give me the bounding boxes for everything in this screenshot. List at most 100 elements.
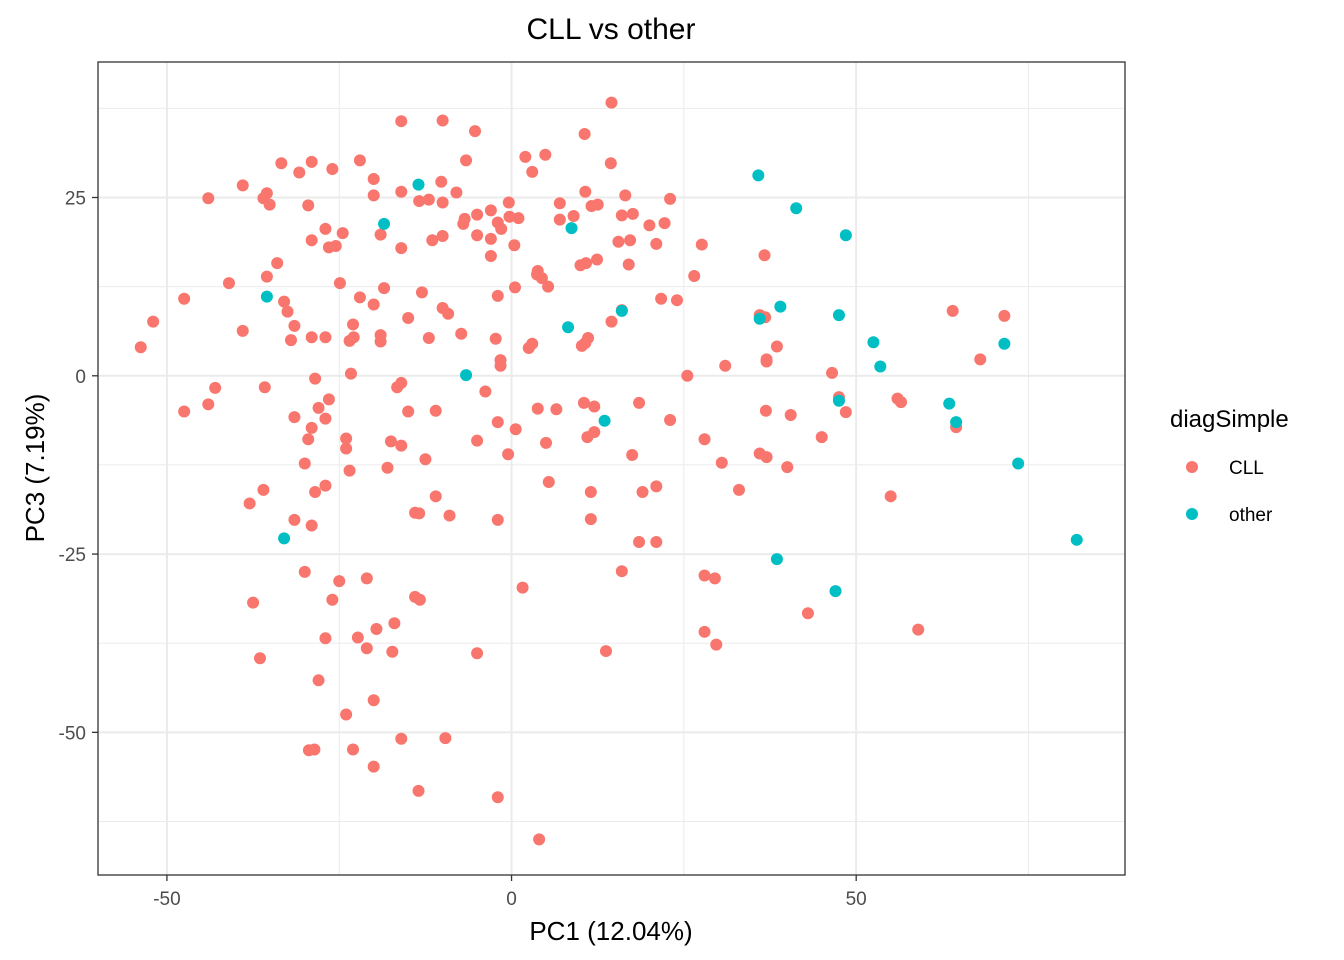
data-point xyxy=(553,213,566,226)
data-point xyxy=(333,277,346,290)
data-point xyxy=(760,353,773,366)
data-point xyxy=(344,367,357,380)
data-point xyxy=(309,372,322,385)
data-point xyxy=(567,210,580,223)
data-point xyxy=(309,486,322,499)
data-point xyxy=(829,585,842,598)
data-point xyxy=(412,178,425,191)
data-point xyxy=(815,431,828,444)
data-point xyxy=(867,336,880,349)
data-point xyxy=(588,426,601,439)
data-point xyxy=(508,239,521,252)
data-point xyxy=(278,295,291,308)
data-point xyxy=(588,400,601,413)
data-point xyxy=(442,307,455,320)
data-point xyxy=(429,490,442,503)
data-point xyxy=(615,304,628,317)
data-point xyxy=(650,535,663,548)
data-point xyxy=(353,154,366,167)
data-point xyxy=(395,242,408,255)
data-point xyxy=(471,647,484,660)
data-point xyxy=(531,402,544,415)
data-point xyxy=(633,396,646,409)
data-point xyxy=(298,565,311,578)
data-point xyxy=(715,456,728,469)
data-point xyxy=(281,305,294,318)
data-point xyxy=(426,234,439,247)
data-point xyxy=(435,175,448,188)
data-point xyxy=(550,403,563,416)
data-point xyxy=(664,192,677,205)
data-point xyxy=(278,532,291,545)
data-point xyxy=(374,329,387,342)
x-axis: -50 0 50 xyxy=(153,875,867,910)
data-point xyxy=(395,439,408,452)
x-tick-label: 0 xyxy=(506,889,517,910)
data-point xyxy=(535,272,548,285)
data-point xyxy=(460,369,473,382)
data-point xyxy=(460,154,473,167)
data-point xyxy=(542,476,555,489)
data-point xyxy=(491,289,504,302)
series-other xyxy=(260,169,1083,598)
data-point xyxy=(471,208,484,221)
data-point xyxy=(402,405,415,418)
data-point xyxy=(770,553,783,566)
data-point xyxy=(275,157,288,170)
y-tick-label: 0 xyxy=(75,367,86,388)
data-point xyxy=(636,486,649,499)
data-point xyxy=(605,96,618,109)
data-point xyxy=(319,479,332,492)
y-tick-label: 25 xyxy=(65,189,86,210)
data-point xyxy=(367,189,380,202)
data-point xyxy=(484,249,497,262)
data-point xyxy=(413,195,426,208)
data-point xyxy=(643,219,656,232)
data-point xyxy=(305,234,318,247)
y-tick-label: -25 xyxy=(59,545,86,566)
data-point xyxy=(260,290,273,303)
data-point xyxy=(436,230,449,243)
data-point xyxy=(402,312,415,325)
data-point xyxy=(367,172,380,185)
data-point xyxy=(698,625,711,638)
data-point xyxy=(347,743,360,756)
data-point xyxy=(178,405,191,418)
data-point xyxy=(533,833,546,846)
data-point xyxy=(542,280,555,293)
legend-key-other xyxy=(1186,508,1198,520)
legend-label-cll: CLL xyxy=(1229,458,1264,479)
data-point xyxy=(710,638,723,651)
data-point xyxy=(450,186,463,199)
data-point xyxy=(288,513,301,526)
data-point xyxy=(284,334,297,347)
data-point xyxy=(336,227,349,240)
data-point xyxy=(471,434,484,447)
legend-label-other: other xyxy=(1229,505,1273,526)
data-point xyxy=(760,451,773,464)
data-point xyxy=(319,331,332,344)
data-point xyxy=(502,448,515,461)
data-point xyxy=(577,396,590,409)
data-point xyxy=(695,238,708,251)
data-point xyxy=(305,421,318,434)
data-point xyxy=(419,453,432,466)
data-point xyxy=(974,353,987,366)
data-point xyxy=(312,674,325,687)
data-point xyxy=(599,645,612,658)
x-tick-label: -50 xyxy=(153,889,180,910)
data-point xyxy=(479,385,492,398)
y-tick-label: -50 xyxy=(59,723,86,744)
data-point xyxy=(832,309,845,322)
data-point xyxy=(422,331,435,344)
data-point xyxy=(605,315,618,328)
data-point xyxy=(619,189,632,202)
data-point xyxy=(360,572,373,585)
data-point xyxy=(495,222,508,235)
data-point xyxy=(360,642,373,655)
data-point xyxy=(650,237,663,250)
data-point xyxy=(708,572,721,585)
data-point xyxy=(351,631,364,644)
data-point xyxy=(312,401,325,414)
